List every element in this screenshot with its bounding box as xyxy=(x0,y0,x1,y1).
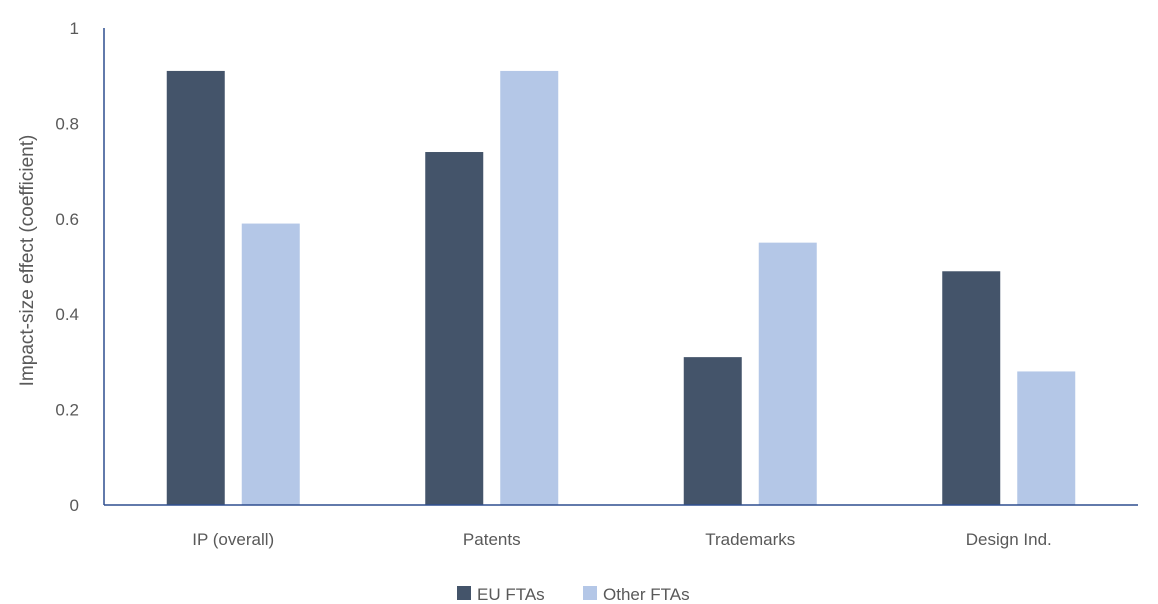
legend-swatch-other-ftas xyxy=(583,586,597,600)
bar-other-ftas-3 xyxy=(1017,371,1076,505)
legend-swatch-eu-ftas xyxy=(457,586,471,600)
legend-label-eu-ftas: EU FTAs xyxy=(477,585,545,604)
bar-eu-ftas-1 xyxy=(425,152,484,505)
x-category-label: Patents xyxy=(463,530,521,549)
y-tick-labels: 0 0.2 0.4 0.6 0.8 1 xyxy=(55,19,79,515)
y-tick-label: 0.6 xyxy=(55,210,79,229)
y-tick-label: 1 xyxy=(70,19,79,38)
bar-other-ftas-2 xyxy=(758,242,817,505)
y-tick-label: 0.4 xyxy=(55,305,79,324)
axes-layer xyxy=(103,28,1138,506)
legend: EU FTAs Other FTAs xyxy=(457,585,690,604)
y-tick-label: 0 xyxy=(70,496,79,515)
bar-other-ftas-0 xyxy=(241,223,300,505)
y-axis-title: Impact-size effect (coefficient) xyxy=(17,135,38,387)
x-category-labels: IP (overall) Patents Trademarks Design Ind. xyxy=(192,530,1051,549)
bar-eu-ftas-0 xyxy=(166,70,225,506)
x-category-label: Trademarks xyxy=(705,530,795,549)
bar-eu-ftas-3 xyxy=(942,271,1001,505)
x-category-label: IP (overall) xyxy=(192,530,274,549)
bars-layer xyxy=(166,70,1076,506)
bar-eu-ftas-2 xyxy=(683,357,742,505)
bar-other-ftas-1 xyxy=(500,70,559,506)
legend-label-other-ftas: Other FTAs xyxy=(603,585,690,604)
y-tick-label: 0.2 xyxy=(55,401,79,420)
x-category-label: Design Ind. xyxy=(966,530,1052,549)
y-tick-label: 0.8 xyxy=(55,114,79,133)
